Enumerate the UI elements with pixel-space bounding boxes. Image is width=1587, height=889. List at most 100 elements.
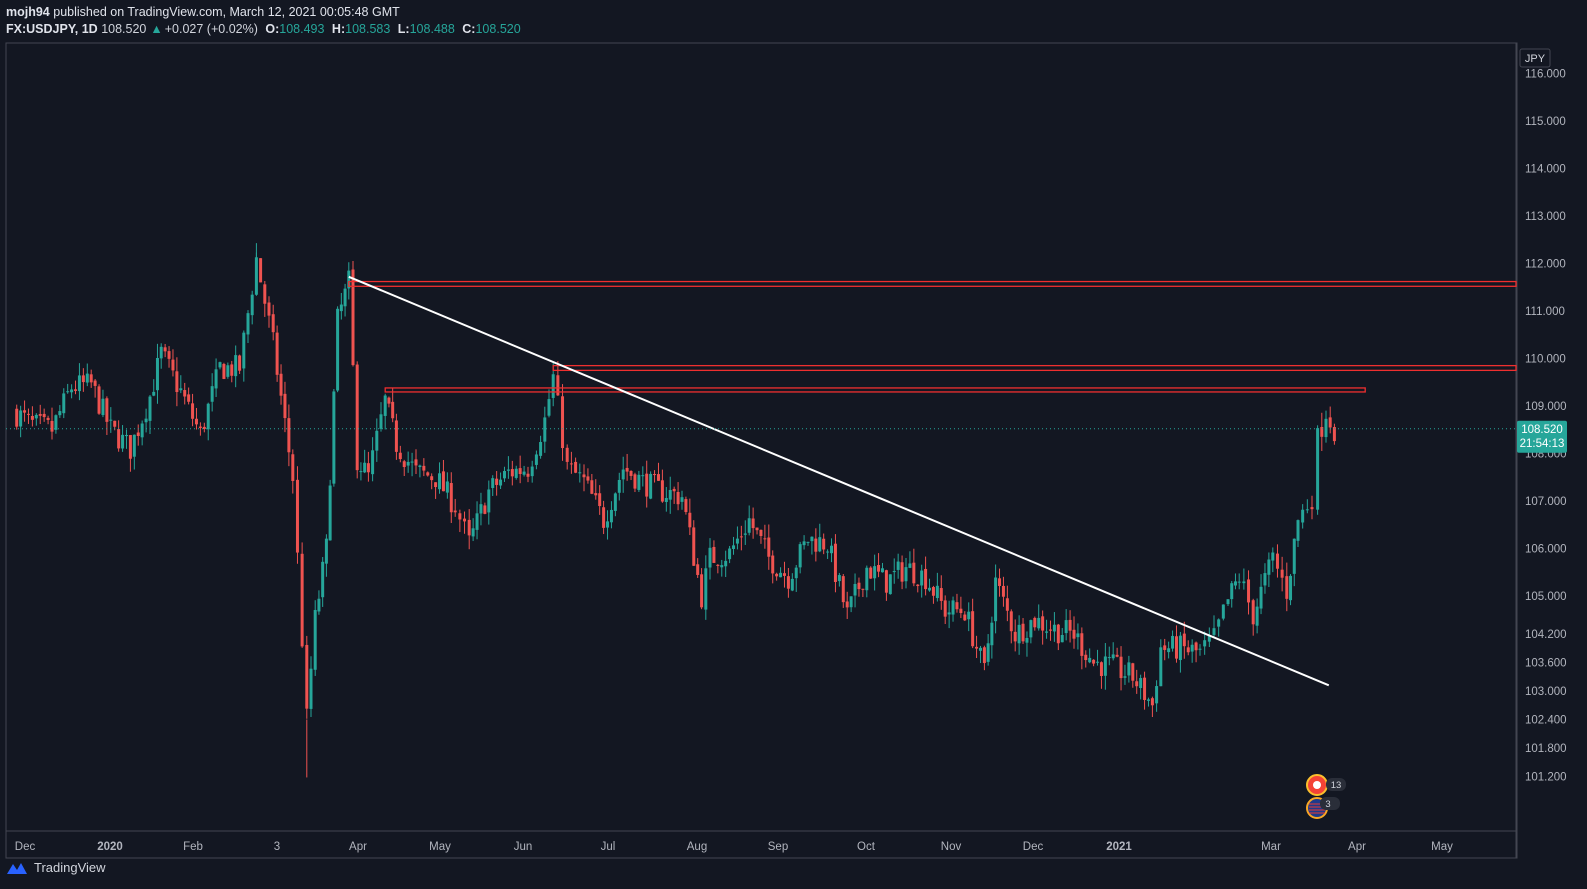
candle <box>990 616 994 659</box>
price-tick-label: 112.000 <box>1525 259 1566 271</box>
candle <box>1088 648 1092 664</box>
candle <box>74 380 78 395</box>
candle <box>506 456 510 479</box>
candle <box>716 564 720 574</box>
candle <box>775 572 779 581</box>
price-tick-label: 105.000 <box>1525 591 1567 603</box>
candle <box>1041 610 1045 645</box>
candle <box>1230 580 1234 608</box>
candle <box>896 553 900 579</box>
tradingview-logo-icon <box>7 862 27 874</box>
candle <box>1009 609 1013 644</box>
candle <box>1280 556 1284 592</box>
candle <box>590 473 594 495</box>
candle <box>1072 616 1076 649</box>
candle <box>426 471 430 477</box>
candle <box>1226 599 1230 606</box>
candle <box>994 564 998 634</box>
candle <box>1251 598 1255 636</box>
candle <box>26 408 30 424</box>
us-flag-icon[interactable]: 3 <box>1306 797 1340 819</box>
event-markers[interactable]: 133 <box>1306 774 1346 819</box>
candle <box>759 529 763 544</box>
price-axis[interactable]: 116.000 115.000 114.000 113.000 112.000 111.0… <box>6 48 1567 784</box>
last-price-value: 108.520 <box>1521 424 1563 436</box>
candle <box>328 479 332 541</box>
candle <box>206 402 210 441</box>
author-name[interactable]: mojh94 <box>6 5 50 19</box>
candle <box>1135 669 1139 694</box>
candle <box>93 378 97 398</box>
candle <box>300 542 304 648</box>
candle <box>363 449 367 474</box>
candle <box>928 578 932 592</box>
price-tick-label: 113.000 <box>1525 211 1566 223</box>
price-tick-label: 104.200 <box>1525 629 1567 641</box>
candle <box>159 343 163 369</box>
candle <box>136 424 140 446</box>
candle <box>414 449 418 475</box>
candle <box>1159 639 1163 687</box>
brand-label: TradingView <box>34 860 106 875</box>
candle <box>77 363 81 401</box>
time-tick-label: Jun <box>514 841 533 853</box>
candle <box>58 405 62 418</box>
candle <box>246 310 250 344</box>
candle <box>238 354 242 374</box>
candle <box>692 520 696 566</box>
candle <box>869 566 873 579</box>
candle <box>179 375 183 394</box>
candle <box>724 550 728 577</box>
candle <box>124 429 128 449</box>
time-tick-label: Dec <box>15 841 36 853</box>
candle <box>569 451 573 474</box>
candle <box>865 565 869 598</box>
trendline-group[interactable] <box>348 275 1330 687</box>
candle <box>602 500 606 535</box>
candle <box>291 449 295 494</box>
candle <box>978 645 982 664</box>
candle <box>574 457 578 474</box>
resistance-zone[interactable] <box>384 387 1366 393</box>
candle <box>1139 674 1143 700</box>
candle <box>1194 641 1198 663</box>
candle <box>226 362 230 379</box>
candle <box>1310 495 1314 520</box>
time-tick-label: Jul <box>601 841 616 853</box>
candle <box>1017 615 1021 655</box>
candle <box>1305 499 1309 514</box>
candle <box>802 535 806 550</box>
descending-trendline[interactable] <box>348 275 1330 687</box>
resistance-zone[interactable] <box>348 280 1517 287</box>
time-axis[interactable]: Dec 2020 Feb 3 Apr May Jun Jul Aug Sep Oct Nov Dec 20… <box>15 841 1453 853</box>
candle <box>916 584 920 593</box>
candle <box>877 553 881 578</box>
resistance-zones[interactable] <box>348 280 1517 393</box>
candle <box>684 496 688 515</box>
candle <box>943 595 947 625</box>
candle <box>586 468 590 484</box>
candle <box>982 645 986 671</box>
bar-countdown: 21:54:13 <box>1520 438 1565 450</box>
footer[interactable]: TradingView <box>6 860 106 875</box>
economic-event-icon[interactable]: 13 <box>1306 774 1346 796</box>
candle <box>445 472 449 499</box>
candle <box>191 393 195 427</box>
symbol-label[interactable]: FX:USDJPY, 1D <box>6 22 98 36</box>
candle <box>295 466 299 564</box>
candle <box>283 381 287 433</box>
currency-badge[interactable]: JPY <box>1519 48 1551 68</box>
candle <box>1174 625 1178 663</box>
candle <box>810 536 814 555</box>
candle <box>1167 641 1171 659</box>
candle <box>222 362 226 380</box>
candle <box>676 482 680 511</box>
candle <box>210 373 214 412</box>
candle <box>841 573 845 608</box>
resistance-zone[interactable] <box>552 364 1517 372</box>
candle <box>62 388 66 419</box>
candle <box>1076 623 1080 650</box>
candle <box>1296 519 1300 547</box>
candle <box>931 585 935 604</box>
